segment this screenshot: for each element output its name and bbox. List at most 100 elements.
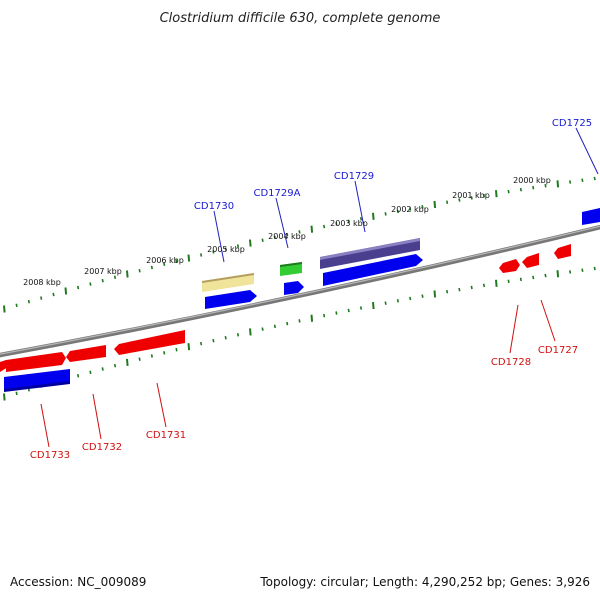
upper-scale-tick (27, 299, 30, 304)
lower-scale-tick (593, 266, 596, 271)
lower-scale-tick (150, 354, 153, 358)
lower-scale-tick (458, 287, 461, 292)
upper-scale-tick (384, 212, 387, 216)
lower-scale-tick (200, 341, 203, 346)
upper-scale-tick (138, 268, 141, 273)
upper-scale-tick (273, 235, 276, 240)
lower-scale-tick (384, 301, 387, 305)
scale-label-2002: 2002 kbp (391, 205, 429, 214)
gene-cd1725[interactable] (582, 208, 600, 225)
feature-cd1730[interactable] (202, 273, 254, 292)
lower-scale-tick (421, 294, 424, 298)
accession-text: Accession: NC_009089 (10, 575, 146, 589)
lower-scale-tick (249, 328, 252, 336)
gene-label-cd1725[interactable]: CD1725 (552, 118, 592, 129)
upper-scale-tick (359, 217, 363, 221)
upper-scale-tick (175, 259, 178, 263)
callout-line-cd1729a (275, 197, 289, 249)
gene-cd1733-shade (4, 381, 70, 392)
gene-cd1729a[interactable] (284, 281, 304, 295)
upper-scale-tick (581, 178, 584, 183)
upper-scale-tick (482, 194, 486, 198)
lower-scale-tick (569, 270, 572, 274)
gene-label-cd1727[interactable]: CD1727 (538, 345, 578, 356)
lower-scale-tick (544, 273, 547, 278)
scale-label-2007: 2007 kbp (84, 267, 122, 276)
genome-summary-text: Topology: circular; Length: 4,290,252 bp… (259, 575, 590, 589)
upper-scale-tick (347, 219, 350, 224)
upper-scale-tick (569, 180, 572, 184)
upper-scale-tick (212, 250, 215, 254)
gene-cd1732b[interactable] (66, 345, 106, 362)
gene-cd1732[interactable] (6, 352, 66, 372)
gene-label-cd1730[interactable]: CD1730 (194, 201, 234, 212)
upper-scale-tick (323, 224, 326, 229)
upper-scale-tick (446, 200, 449, 204)
lower-scale-tick (470, 285, 473, 290)
gene-label-cd1733[interactable]: CD1733 (30, 450, 70, 461)
upper-scale-tick (52, 292, 55, 297)
gene-labels: CD1730 CD1729A CD1729 CD1725 CD1733 CD17… (30, 118, 592, 461)
forward-strand-genes (4, 208, 600, 392)
gene-label-cd1729a[interactable]: CD1729A (254, 188, 301, 199)
upper-scale-tick (396, 209, 399, 214)
lower-scale-tick (212, 338, 215, 343)
lower-scale-tick (126, 358, 129, 366)
upper-scale-tick (187, 254, 191, 262)
callout-line-cd1730 (213, 210, 225, 263)
upper-scale-tick (236, 244, 240, 248)
lower-scale-tick (372, 301, 375, 310)
upper-scale-tick (409, 207, 412, 211)
gene-cd1728b[interactable] (522, 253, 539, 268)
lower-scale-tick (446, 289, 449, 294)
upper-scale-tick (101, 278, 104, 283)
scale-label-2003: 2003 kbp (330, 219, 368, 228)
feature-cd1730-edge (202, 273, 254, 283)
gene-label-cd1731[interactable]: CD1731 (146, 430, 186, 441)
lower-scale-tick (101, 367, 104, 371)
scale-label-2000: 2000 kbp (513, 176, 551, 185)
lower-scale-tick (224, 335, 227, 340)
gene-cd1733[interactable] (4, 369, 70, 391)
upper-scale-tick (40, 296, 43, 300)
lower-scale-tick (163, 351, 166, 355)
callout-line-cd1733 (40, 403, 50, 448)
gene-cd1729[interactable] (323, 254, 423, 286)
scale-label-2008: 2008 kbp (23, 278, 61, 287)
scale-label-2005: 2005 kbp (207, 245, 245, 254)
lower-scale-tick (138, 357, 141, 361)
gene-label-cd1728[interactable]: CD1728 (491, 357, 531, 368)
upper-scale-tick (593, 176, 596, 181)
lower-scale-tick (409, 296, 412, 301)
callout-line-cd1728 (509, 304, 519, 354)
upper-scale-tick (433, 200, 437, 209)
gene-cd1728[interactable] (499, 259, 520, 273)
lower-scale-tick (347, 308, 350, 313)
lower-scale-tick (532, 275, 535, 280)
lower-scale-tick (261, 327, 264, 331)
feature-cd1729-edge (320, 238, 420, 260)
lower-scale-tick (236, 333, 240, 337)
gene-cd1730[interactable] (205, 290, 257, 309)
upper-scale-tick (249, 239, 252, 247)
callout-line-cd1727 (540, 299, 556, 342)
callout-line-cd1732 (92, 393, 102, 440)
upper-scale-tick (89, 282, 92, 286)
gene-cd1731[interactable] (114, 330, 185, 355)
upper-scale-tick (200, 253, 203, 257)
upper-scale-tick (126, 270, 129, 278)
lower-scale-tick (310, 314, 314, 322)
lower-scale-tick (335, 311, 338, 315)
lower-scale-tick (396, 299, 399, 303)
chromosome-backbone (0, 224, 600, 358)
gene-label-cd1732[interactable]: CD1732 (82, 442, 122, 453)
lower-scale-tick (581, 268, 584, 272)
lower-scale-tick (298, 319, 301, 323)
callout-line-cd1729 (354, 180, 366, 233)
upper-scale-tick (163, 262, 166, 267)
upper-scale-tick (556, 180, 560, 188)
gene-cd1727[interactable] (554, 244, 571, 259)
gene-label-cd1729[interactable]: CD1729 (334, 171, 374, 182)
lower-scale-tick (187, 343, 191, 351)
lower-scale-tick (433, 290, 437, 298)
